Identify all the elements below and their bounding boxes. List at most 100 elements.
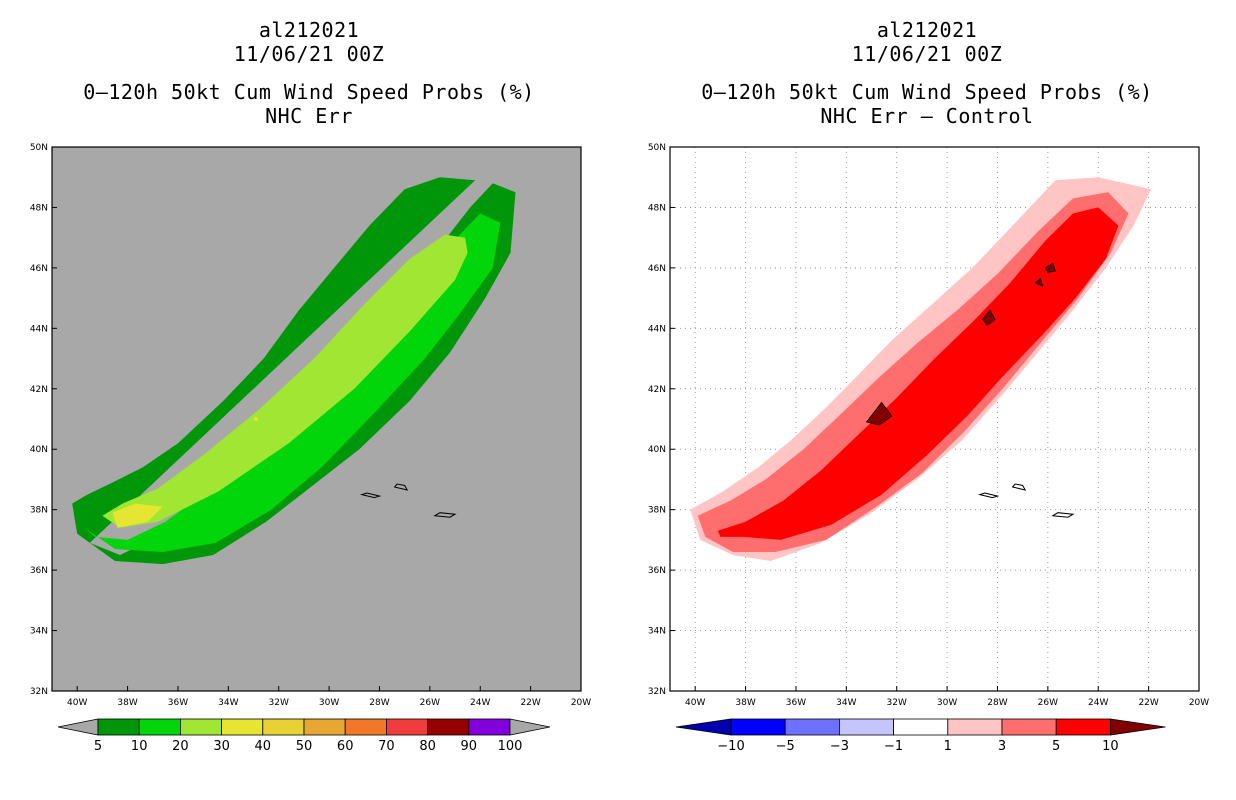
left-map-panel: 40W 38W 36W 34W 32W 30W 28W 26W 24W 22W 20W 32N 34N 3… xyxy=(30,143,591,754)
left-x-tick-label: 20W xyxy=(571,698,591,708)
right-colorbar-label: 1 xyxy=(944,739,952,754)
right-colorbar-segment xyxy=(1001,718,1057,736)
left-x-tick-label: 28W xyxy=(369,698,389,708)
left-island-outline xyxy=(359,492,382,499)
left-colorbar-label: 50 xyxy=(296,739,313,754)
right-y-tick-label: 42N xyxy=(648,385,666,395)
left-colorbar-label: 10 xyxy=(131,739,148,754)
right-map-panel: 40W 38W 36W 34W 32W 30W 28W 26W 24W 22W 20W 32N 34N 3… xyxy=(648,143,1209,754)
left-colorbar-label: 70 xyxy=(378,739,395,754)
right-colorbar-segment xyxy=(1055,718,1111,736)
left-colorbar-segment xyxy=(468,718,511,736)
left-title-variant: NHC Err xyxy=(265,104,353,128)
left-colorbar-segment xyxy=(138,718,181,736)
right-x-tick-label: 34W xyxy=(836,698,856,708)
right-plot-frame xyxy=(669,146,1200,692)
left-y-tick-label: 36N xyxy=(30,566,48,576)
left-colorbar-label: 20 xyxy=(172,739,189,754)
left-x-tick-label: 38W xyxy=(117,698,137,708)
left-colorbar-segment xyxy=(344,718,387,736)
left-colorbar-label: 5 xyxy=(94,739,102,754)
left-y-tick-label: 46N xyxy=(30,264,48,274)
right-y-tick-label: 50N xyxy=(648,143,666,153)
left-y-tick-label: 48N xyxy=(30,203,48,213)
left-x-tick-label: 22W xyxy=(520,698,540,708)
left-y-tick-label: 40N xyxy=(30,445,48,455)
right-colorbar-label: −10 xyxy=(717,739,744,754)
left-y-tick-label: 44N xyxy=(30,324,48,334)
left-y-tick-label: 50N xyxy=(30,143,48,153)
left-contour-band-30 xyxy=(112,503,163,528)
left-colorbar-label: 40 xyxy=(255,739,272,754)
right-x-tick-label: 28W xyxy=(987,698,1007,708)
left-colorbar-segment xyxy=(303,718,346,736)
left-colorbar-label: 60 xyxy=(337,739,354,754)
right-title-date: 11/06/21 00Z xyxy=(851,42,1003,66)
right-colorbar-segment xyxy=(784,718,840,736)
right-x-tick-label: 40W xyxy=(685,698,705,708)
left-y-tick-label: 32N xyxy=(30,687,48,697)
left-colorbar-segment xyxy=(262,718,305,736)
left-x-tick-label: 32W xyxy=(269,698,289,708)
left-y-tick-label: 42N xyxy=(30,385,48,395)
right-title-product: 0–120h 50kt Cum Wind Speed Probs (%) xyxy=(701,80,1153,104)
left-contour-spot-30 xyxy=(254,417,259,421)
left-title-storm-id: al212021 xyxy=(258,18,360,42)
right-colorbar-label: 3 xyxy=(998,739,1006,754)
left-colorbar-segment xyxy=(97,718,140,736)
right-x-tick-label: 36W xyxy=(786,698,806,708)
right-x-tick-label: 22W xyxy=(1138,698,1158,708)
left-colorbar-segment xyxy=(427,718,470,736)
right-contour-patch-10 xyxy=(865,401,893,426)
right-contour-patch-10 xyxy=(981,309,996,326)
left-colorbar-segment xyxy=(385,718,428,736)
right-x-tick-label: 30W xyxy=(937,698,957,708)
left-x-tick-label: 34W xyxy=(218,698,238,708)
left-panel-title: al212021 11/06/21 00Z 0–120h 50kt Cum Wi… xyxy=(0,18,618,128)
left-colorbar-end-high xyxy=(509,718,551,736)
right-x-tick-label: 26W xyxy=(1038,698,1058,708)
left-colorbar: 5 10 20 30 40 50 60 70 80 90 100 xyxy=(57,718,551,754)
right-y-tick-label: 32N xyxy=(648,687,666,697)
left-colorbar-segment xyxy=(179,718,222,736)
left-title-product: 0–120h 50kt Cum Wind Speed Probs (%) xyxy=(83,80,535,104)
right-colorbar-segment xyxy=(730,718,786,736)
left-island-outline xyxy=(433,512,457,518)
right-contour-band-5 xyxy=(717,207,1119,540)
right-x-tick-label: 20W xyxy=(1189,698,1209,708)
right-colorbar-segment xyxy=(947,718,1003,736)
left-x-tick-label: 24W xyxy=(470,698,490,708)
right-y-tick-label: 34N xyxy=(648,627,666,637)
right-title-storm-id: al212021 xyxy=(876,18,978,42)
left-y-tick-label: 38N xyxy=(30,506,48,516)
right-y-tick-label: 48N xyxy=(648,203,666,213)
left-x-tick-label: 40W xyxy=(67,698,87,708)
right-colorbar-label: 10 xyxy=(1102,739,1119,754)
right-colorbar: −10 −5 −3 −1 1 3 5 10 xyxy=(675,718,1166,754)
left-title-date: 11/06/21 00Z xyxy=(233,42,385,66)
left-y-tick-label: 34N xyxy=(30,627,48,637)
right-title-variant: NHC Err – Control xyxy=(820,104,1034,128)
left-colorbar-label: 30 xyxy=(213,739,230,754)
right-contour-patch-10 xyxy=(1044,262,1056,273)
right-colorbar-label: 5 xyxy=(1052,739,1060,754)
right-x-tick-label: 38W xyxy=(735,698,755,708)
right-colorbar-label: −3 xyxy=(830,739,849,754)
left-colorbar-end-low xyxy=(57,718,99,736)
left-contour-band-20 xyxy=(102,234,468,528)
left-island-outline xyxy=(393,483,409,491)
right-colorbar-end-high xyxy=(1110,718,1166,736)
left-x-tick-label: 36W xyxy=(168,698,188,708)
right-contour-patch-10 xyxy=(1034,277,1044,287)
right-colorbar-segment xyxy=(839,718,895,736)
right-panel-title: al212021 11/06/21 00Z 0–120h 50kt Cum Wi… xyxy=(618,18,1236,128)
right-colorbar-end-low xyxy=(675,718,732,736)
left-colorbar-label: 80 xyxy=(419,739,436,754)
right-x-tick-label: 24W xyxy=(1088,698,1108,708)
right-island-outline xyxy=(1011,483,1027,491)
right-colorbar-label: −5 xyxy=(776,739,795,754)
right-y-tick-label: 40N xyxy=(648,445,666,455)
right-y-tick-label: 46N xyxy=(648,264,666,274)
right-island-outline xyxy=(977,492,1000,499)
